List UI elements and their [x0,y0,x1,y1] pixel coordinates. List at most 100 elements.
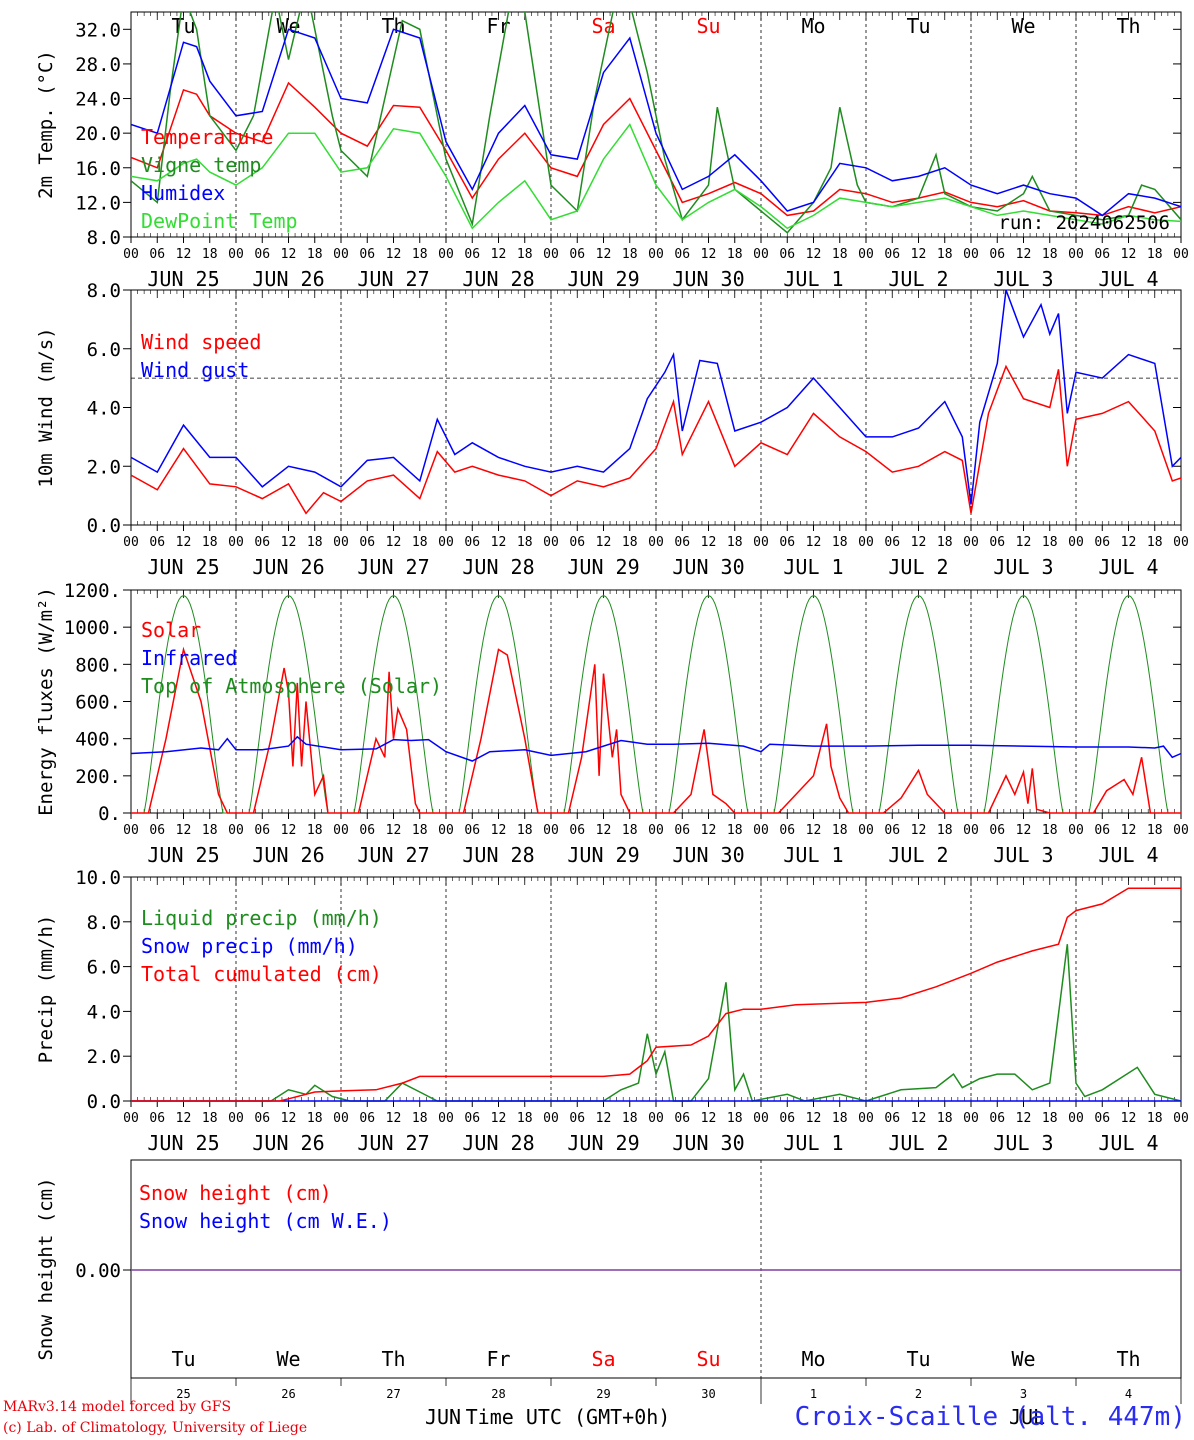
hour-tick-label: 00 [648,247,664,262]
hour-tick-label: 00 [543,823,559,838]
hour-tick-label: 18 [937,247,953,262]
hour-tick-label: 12 [176,823,192,838]
date-label: JUL 2 [888,1131,948,1155]
date-label: JUN 28 [462,843,534,867]
date-label: JUN 30 [672,843,744,867]
x-axis-title: Time UTC (GMT+0h) [466,1405,671,1429]
date-label: JUN 25 [147,267,219,291]
y-tick-label: 1200. [64,580,121,602]
y-tick-label: 4.0 [87,398,121,420]
hour-tick-label: 06 [989,247,1005,262]
date-label: JUL 1 [783,1131,843,1155]
hour-tick-label: 18 [517,535,533,550]
y-tick-label: 32.0 [75,19,121,41]
day-number-label: 27 [386,1387,400,1401]
hour-tick-label: 12 [1121,535,1137,550]
day-number-label: 2 [915,1387,922,1401]
day-name-label: Fr [486,1347,510,1371]
hour-tick-label: 06 [674,247,690,262]
series-line-temperature [131,81,1181,217]
hour-tick-label: 12 [911,247,927,262]
hour-tick-label: 12 [176,535,192,550]
y-tick-label: 8.0 [87,280,121,302]
temperature-panel: 00 06 12 18 00 06 12 18 00 06 12 18 00 06 12 18 00 06 12 18… [35,11,1189,291]
hour-tick-label: 12 [281,1111,297,1126]
hour-tick-label: 00 [438,247,454,262]
hour-tick-label: 12 [596,535,612,550]
hour-tick-label: 06 [884,247,900,262]
hour-tick-label: 00 [648,535,664,550]
day-name-label: Th [381,1347,405,1371]
hour-tick-label: 00 [228,247,244,262]
month-label: JUL [1009,1405,1045,1429]
y-tick-label: 2.0 [87,456,121,478]
date-label: JUN 29 [567,267,639,291]
legend-entry: Temperature [141,125,273,149]
hour-tick-label: 12 [701,1111,717,1126]
date-label: JUL 3 [993,555,1053,579]
day-name-label: We [1011,1347,1035,1371]
hour-tick-label: 18 [1147,535,1163,550]
hour-tick-label: 06 [779,1111,795,1126]
hour-tick-label: 00 [333,247,349,262]
hour-tick-label: 12 [491,247,507,262]
hour-tick-label: 00 [1068,535,1084,550]
legend-entry: Wind speed [141,330,261,354]
date-label: JUN 25 [147,1131,219,1155]
hour-tick-label: 00 [963,247,979,262]
hour-tick-label: 18 [937,535,953,550]
hour-tick-label: 06 [1094,535,1110,550]
hour-tick-label: 12 [596,823,612,838]
station-label: Croix-Scaille (alt. 447m) [794,1402,1186,1432]
hour-tick-label: 00 [438,823,454,838]
hour-tick-label: 06 [674,535,690,550]
hour-tick-label: 18 [832,823,848,838]
series-line-total-cumulated-cm- [131,887,1181,1102]
hour-tick-label: 18 [832,247,848,262]
date-label: JUL 4 [1098,555,1158,579]
y-axis-title: Energy fluxes (W/m²) [35,587,57,816]
legend-entry: Liquid precip (mm/h) [141,906,382,930]
y-tick-label: 2.0 [87,1046,121,1068]
day-name-label: Tu [171,1347,195,1371]
hour-tick-label: 00 [1173,1111,1189,1126]
legend-entry: Top of Atmosphere (Solar) [141,674,442,698]
date-label: JUL 2 [888,555,948,579]
hour-tick-label: 00 [1173,535,1189,550]
date-label: JUL 1 [783,555,843,579]
hour-tick-label: 12 [386,1111,402,1126]
hour-tick-label: 06 [254,247,270,262]
wind-panel: 00 06 12 18 00 06 12 18 00 06 12 18 00 06 12 18 00 06 12 18… [35,280,1189,579]
hour-tick-label: 18 [1042,1111,1058,1126]
day-name-label: Mo [801,1347,825,1371]
hour-tick-label: 06 [359,247,375,262]
hour-tick-label: 00 [123,823,139,838]
hour-tick-label: 12 [491,823,507,838]
hour-tick-label: 18 [727,1111,743,1126]
hour-tick-label: 06 [884,535,900,550]
y-tick-label: 28.0 [75,54,121,76]
date-label: JUN 29 [567,843,639,867]
date-label: JUN 28 [462,267,534,291]
series-line-vigne-temp [131,12,1181,234]
hour-tick-label: 12 [491,1111,507,1126]
hour-tick-label: 12 [491,535,507,550]
hour-tick-label: 00 [123,247,139,262]
day-name-label: We [1011,14,1035,38]
hour-tick-label: 06 [149,247,165,262]
date-label: JUL 3 [993,843,1053,867]
legend-entry: Snow height (cm) [139,1181,332,1205]
day-name-label: Th [1116,14,1140,38]
hour-tick-label: 06 [464,535,480,550]
hour-tick-label: 06 [569,823,585,838]
hour-tick-label: 18 [307,247,323,262]
y-tick-label: 200. [75,766,121,788]
hour-tick-label: 12 [176,1111,192,1126]
hour-tick-label: 18 [622,535,638,550]
y-tick-label: 12.0 [75,192,121,214]
hour-tick-label: 00 [963,535,979,550]
hour-tick-label: 06 [149,823,165,838]
day-number-label: 3 [1020,1387,1027,1401]
hour-tick-label: 06 [359,823,375,838]
legend-entry: Humidex [141,181,225,205]
